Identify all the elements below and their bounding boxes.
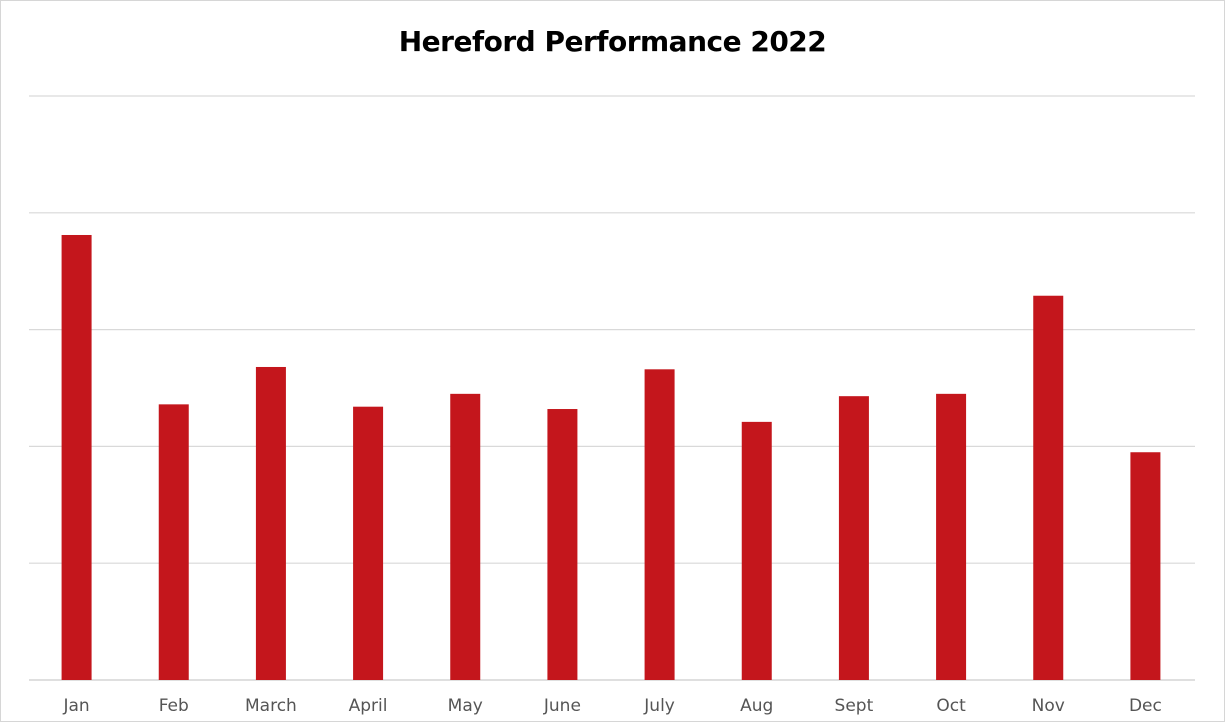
bar-oct (936, 393, 967, 680)
bar-may (450, 393, 481, 680)
bar-july (644, 369, 675, 680)
x-tick-label-may: May (448, 696, 483, 716)
gridlines (29, 95, 1195, 681)
chart-title: Hereford Performance 2022 (398, 25, 827, 58)
bar-nov (1033, 295, 1064, 680)
x-tick-label-march: March (245, 696, 297, 716)
x-tick-label-aug: Aug (740, 696, 773, 716)
bar-dec (1130, 452, 1161, 680)
bar-june (547, 409, 578, 680)
bar-feb (158, 404, 189, 680)
bar-april (353, 406, 384, 680)
bar-jan (61, 234, 92, 680)
x-tick-label-april: April (349, 696, 388, 716)
bar-aug (741, 421, 772, 680)
bar-sept (838, 396, 869, 680)
x-tick-labels: Jan Feb March April May June July Aug Sept Oct Nov… (62, 696, 1161, 716)
x-tick-label-nov: Nov (1032, 696, 1065, 716)
x-tick-label-july: July (643, 696, 675, 716)
x-tick-label-dec: Dec (1129, 696, 1162, 716)
x-tick-label-jan: Jan (62, 696, 89, 716)
bar-march (255, 366, 286, 680)
x-tick-label-oct: Oct (936, 696, 966, 716)
x-tick-label-sept: Sept (835, 696, 874, 716)
x-tick-label-june: June (543, 696, 581, 716)
bars (61, 234, 1161, 680)
x-tick-label-feb: Feb (159, 696, 189, 716)
